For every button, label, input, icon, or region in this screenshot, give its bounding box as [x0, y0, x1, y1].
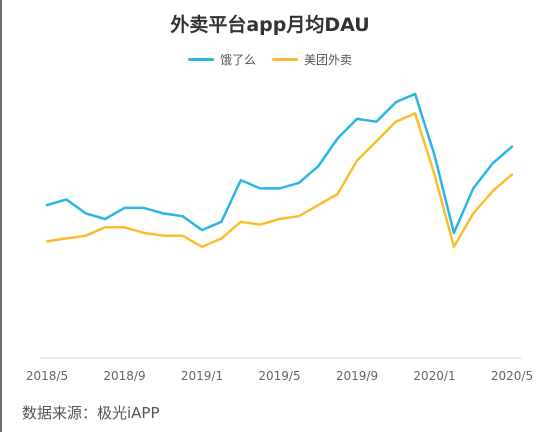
x-tick-labels: 2018/5 2018/9 2019/1 2019/5 2019/9 2020/1 2020…	[26, 369, 533, 383]
x-tick-label: 2018/5	[26, 369, 68, 383]
legend-label-eleme: 饿了么	[219, 53, 256, 67]
series-line-0	[45, 92, 514, 235]
legend-label-meituan: 美团外卖	[304, 53, 353, 67]
x-tick-label: 2019/5	[258, 369, 300, 383]
x-tick-label: 2019/1	[181, 369, 223, 383]
legend-swatch-meituan	[272, 58, 298, 61]
data-source-note: 数据来源：极光iAPP	[22, 404, 160, 422]
chart-title: 外卖平台app月均DAU	[170, 14, 370, 36]
x-tick-label: 2020/1	[413, 369, 455, 383]
legend-swatch-eleme	[187, 58, 214, 61]
x-tick-label: 2020/5	[491, 369, 533, 383]
legend-item-meituan[interactable]: 美团外卖	[272, 51, 352, 68]
series-line-1	[45, 112, 514, 249]
legend-item-eleme[interactable]: 饿了么	[187, 51, 256, 68]
x-tick-label: 2019/9	[336, 369, 378, 383]
x-tick-label: 2018/9	[103, 369, 145, 383]
chart-legend: 饿了么 美团外卖	[0, 51, 540, 68]
left-border	[0, 0, 2, 432]
series-layer	[45, 92, 514, 249]
